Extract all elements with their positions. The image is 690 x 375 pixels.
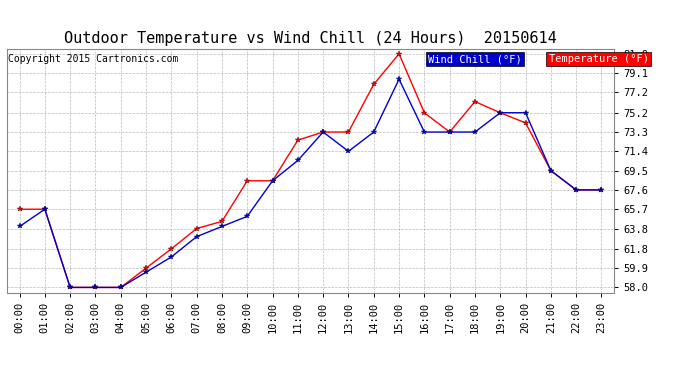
Title: Outdoor Temperature vs Wind Chill (24 Hours)  20150614: Outdoor Temperature vs Wind Chill (24 Ho… — [64, 31, 557, 46]
Text: Wind Chill (°F): Wind Chill (°F) — [428, 54, 522, 64]
Text: Copyright 2015 Cartronics.com: Copyright 2015 Cartronics.com — [8, 54, 179, 64]
Text: Temperature (°F): Temperature (°F) — [549, 54, 649, 64]
